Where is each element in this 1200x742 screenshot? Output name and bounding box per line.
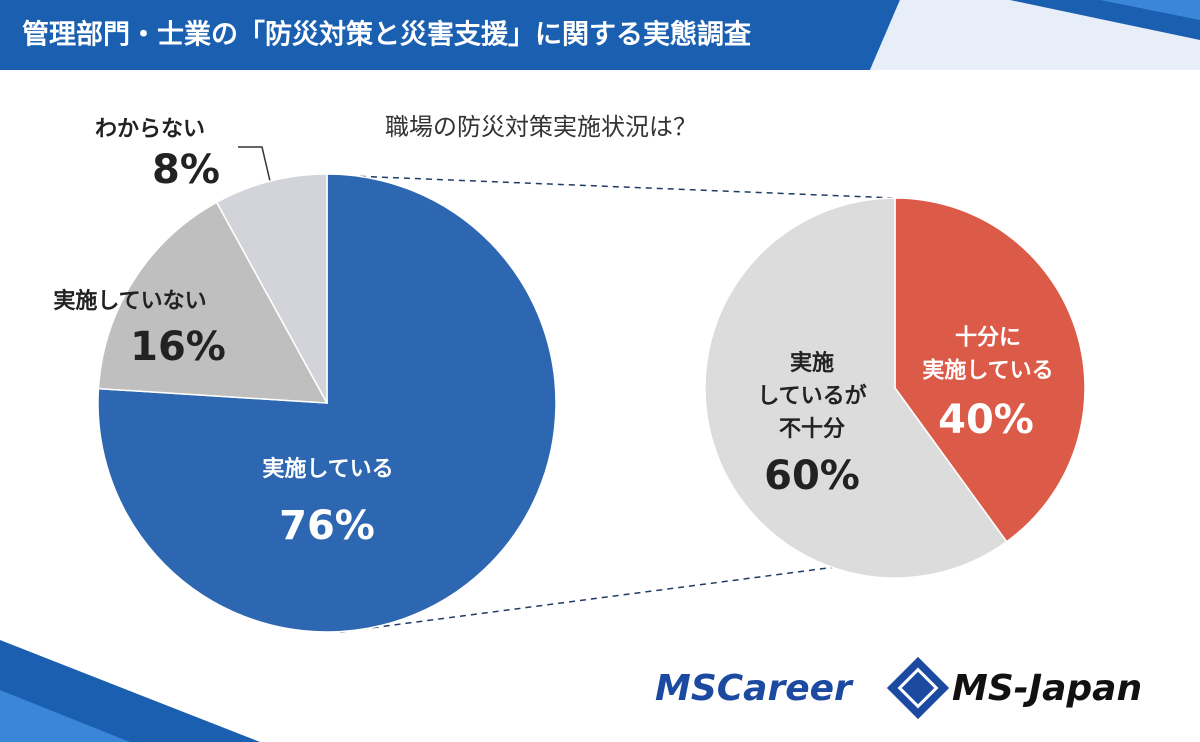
chart-title: 職場の防災対策実施状況は？: [385, 113, 697, 141]
pie-slice: [704, 197, 1008, 579]
pie-slice: [215, 173, 328, 404]
logo: MS-Japan: [952, 668, 1142, 709]
slice-label: 実施していない: [53, 288, 206, 314]
header-stripe: [1100, 0, 1200, 20]
pie-slice: [97, 173, 557, 633]
value-label: 40%: [938, 397, 1034, 443]
slice-label: 実施している: [262, 456, 393, 482]
value-label: 60%: [764, 453, 860, 499]
page-title: 管理部門・士業の「防災対策と災害支援」に関する実態調査: [22, 19, 751, 51]
value-label: 8%: [152, 147, 220, 193]
value-label: 76%: [279, 503, 375, 549]
pie-slice: [97, 201, 329, 404]
slice-label: 実施しているが不十分: [757, 350, 866, 442]
slice-label: わからない: [95, 117, 205, 142]
connector: [339, 544, 1004, 633]
value-label: 16%: [130, 324, 226, 370]
logo: MSCareer: [655, 668, 854, 709]
corner-decor: [0, 690, 130, 742]
slice-label: 十分に実施している: [922, 326, 1053, 384]
connector: [326, 174, 896, 199]
logo-icon: [886, 656, 950, 720]
pie-slice: [894, 197, 1086, 543]
header-band: [0, 0, 900, 70]
